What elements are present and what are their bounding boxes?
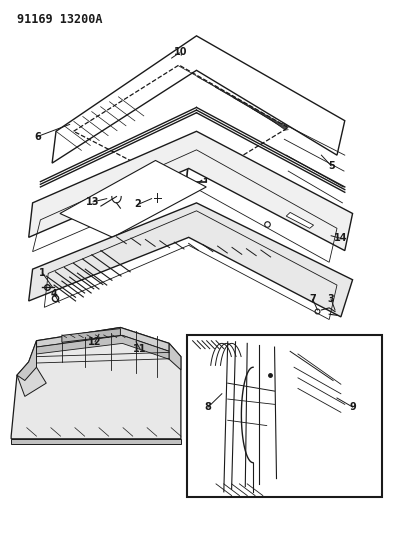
- Text: 13: 13: [86, 197, 100, 207]
- Text: 14: 14: [334, 233, 348, 244]
- Polygon shape: [29, 203, 353, 317]
- Polygon shape: [62, 328, 120, 342]
- Text: 7: 7: [309, 294, 316, 304]
- Text: 4: 4: [51, 288, 57, 298]
- Text: 2: 2: [134, 199, 141, 209]
- Text: 1: 1: [39, 268, 46, 278]
- Text: 8: 8: [205, 402, 212, 412]
- Polygon shape: [29, 131, 353, 251]
- Text: 6: 6: [34, 132, 40, 142]
- Polygon shape: [286, 213, 314, 228]
- Polygon shape: [60, 160, 206, 237]
- Text: 3: 3: [328, 294, 334, 304]
- Polygon shape: [52, 36, 345, 163]
- FancyBboxPatch shape: [187, 335, 382, 497]
- Polygon shape: [11, 327, 181, 439]
- Text: 9: 9: [349, 402, 356, 412]
- Polygon shape: [169, 343, 181, 370]
- Text: 12: 12: [88, 337, 102, 347]
- Text: 5: 5: [328, 161, 334, 171]
- Text: 91169 13200A: 91169 13200A: [17, 13, 103, 26]
- Text: 10: 10: [174, 47, 187, 56]
- Polygon shape: [11, 439, 181, 444]
- Polygon shape: [37, 327, 169, 351]
- Polygon shape: [37, 335, 169, 359]
- Polygon shape: [17, 341, 37, 381]
- Text: 11: 11: [133, 344, 147, 354]
- Polygon shape: [17, 367, 46, 397]
